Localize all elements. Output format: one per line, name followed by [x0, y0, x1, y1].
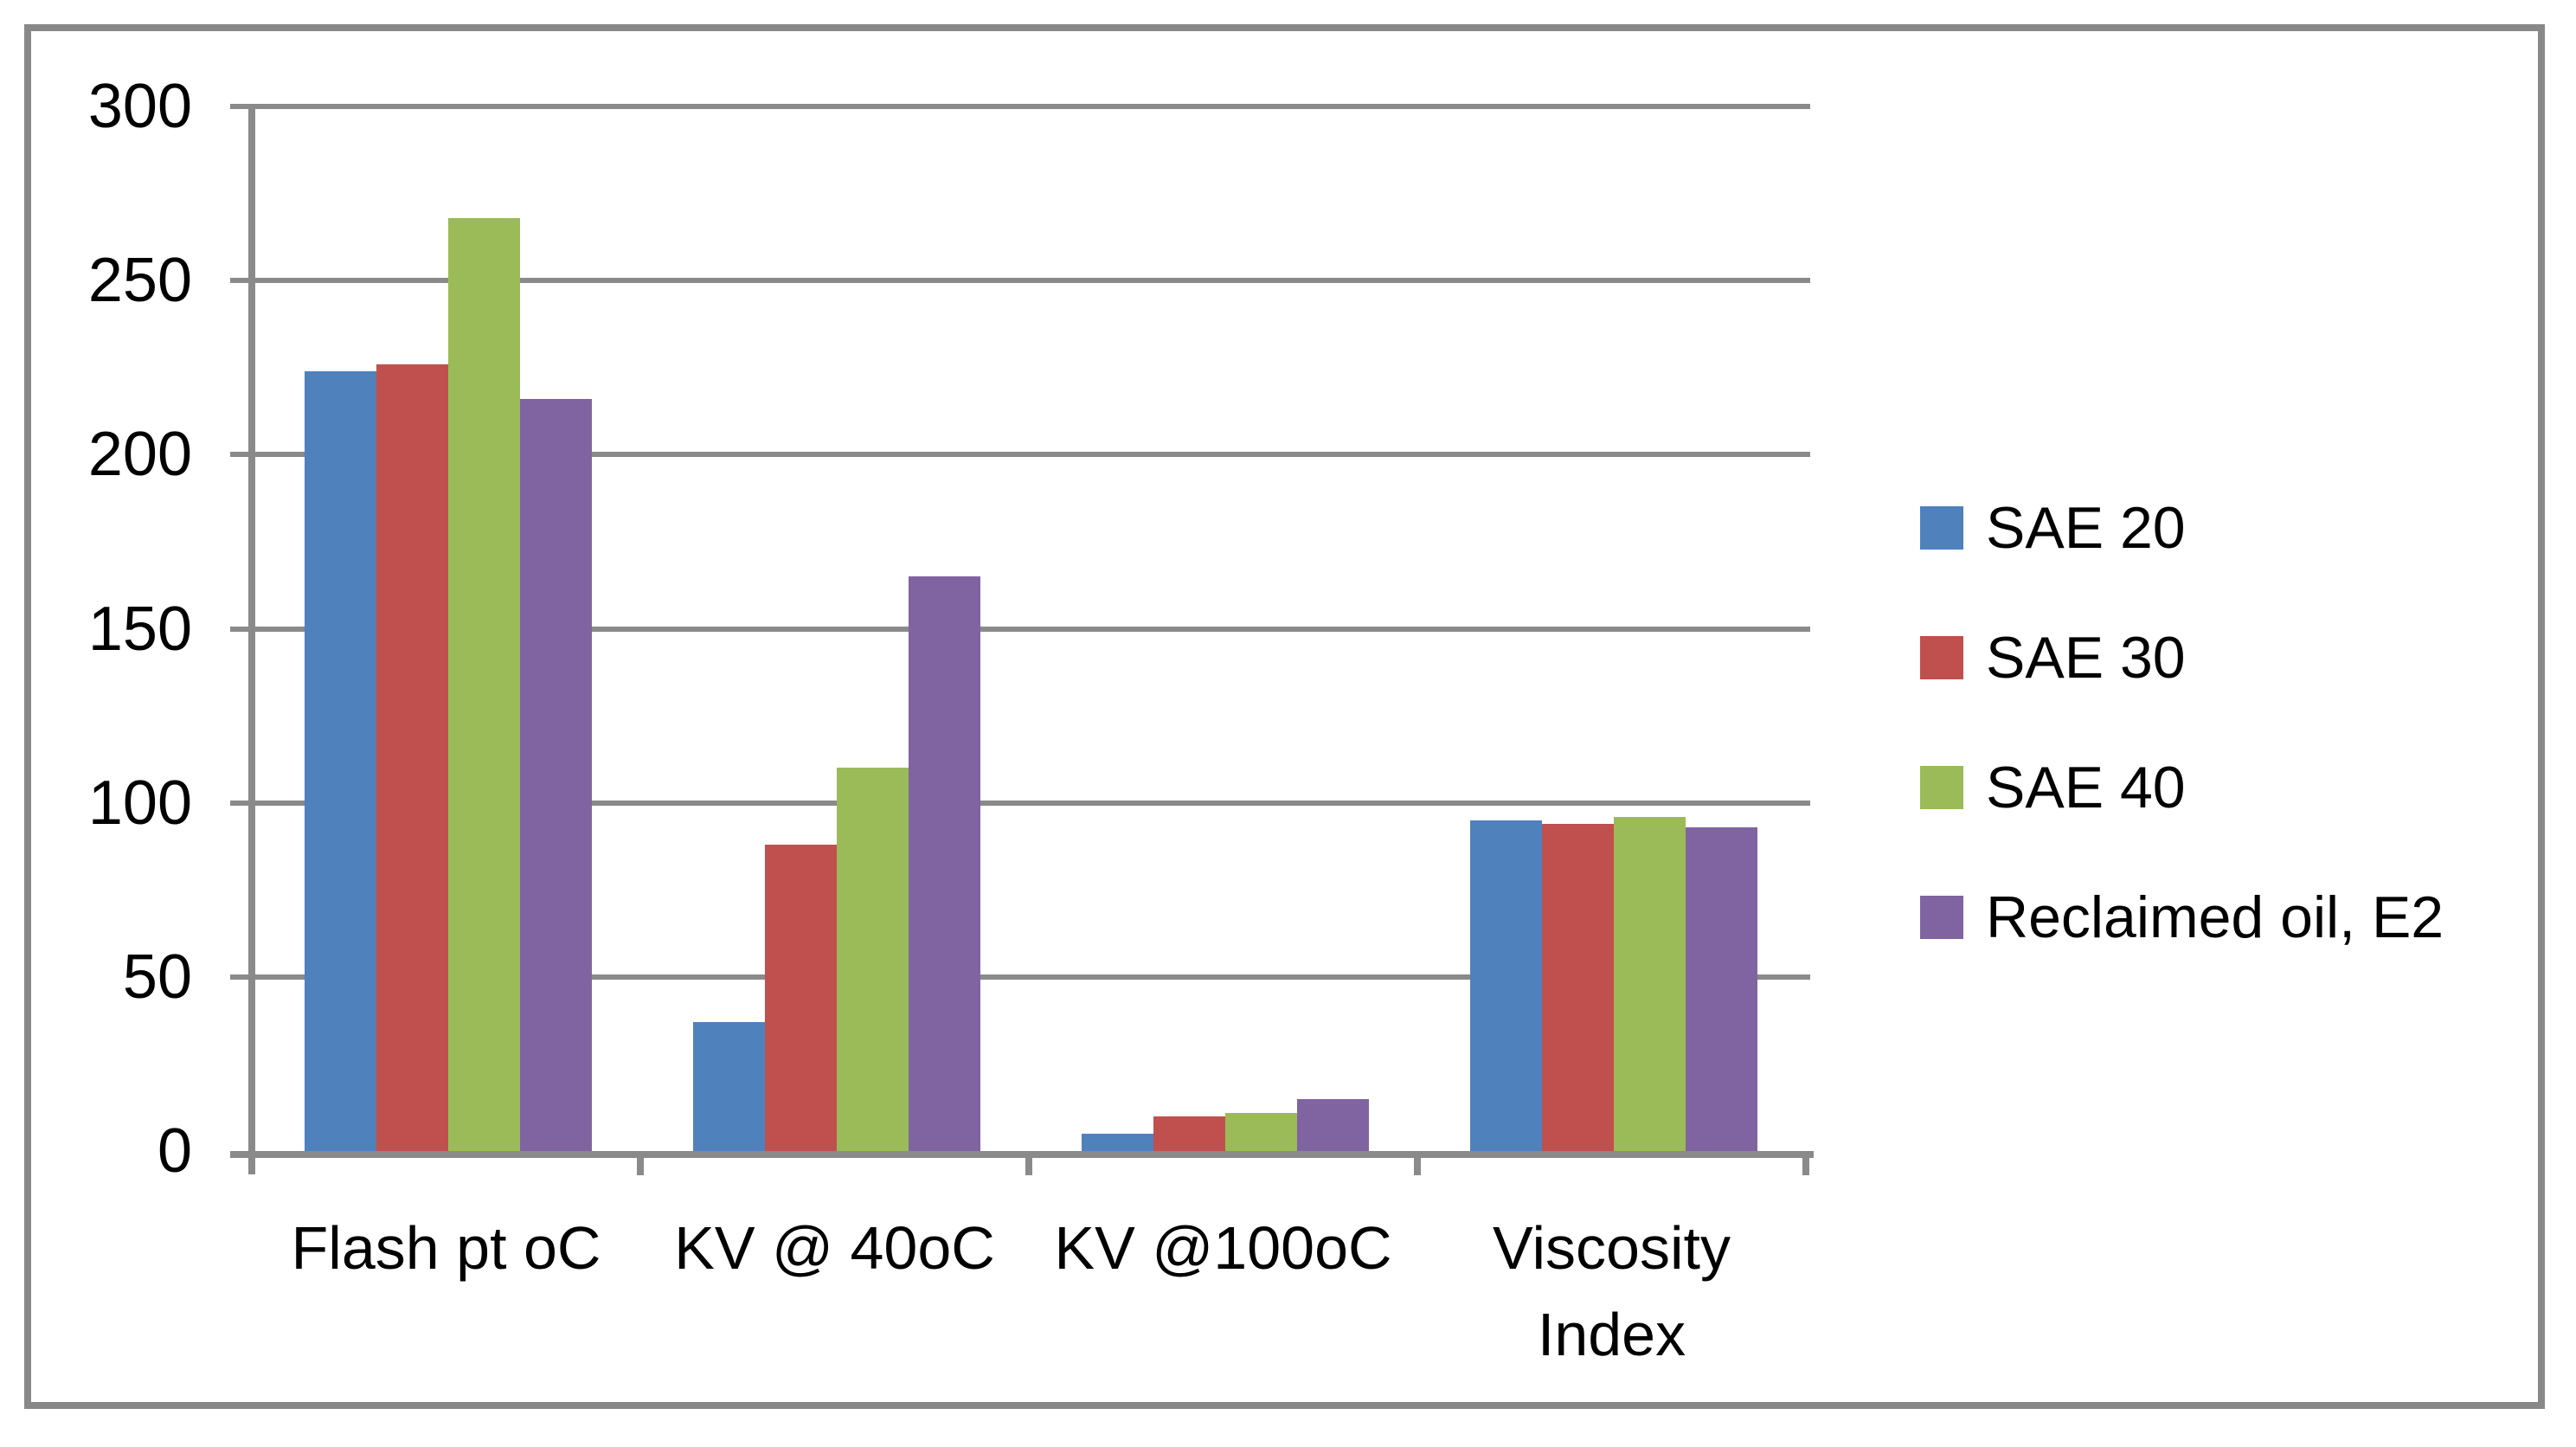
x-axis-tick: [1025, 1151, 1032, 1175]
bar-sae-20-cat4: [1470, 820, 1542, 1151]
gridline: [230, 278, 1810, 284]
bar-sae-40-cat1: [448, 218, 520, 1151]
gridline: [230, 800, 1810, 806]
bar-reclaimed-oil-e2-cat3: [1297, 1099, 1369, 1151]
x-category-label: Viscosity Index: [1493, 1214, 1731, 1368]
chart-frame: 0 50 100 150 200 250 300 Flash pt oC KV @ 40oC KV…: [24, 24, 2545, 1409]
bar-sae-40-cat3: [1225, 1113, 1297, 1151]
legend-label: SAE 40: [1986, 755, 2186, 820]
y-tick-label: 0: [157, 1116, 192, 1186]
x-axis-tick: [1414, 1151, 1421, 1175]
bar-sae-20-cat1: [305, 371, 376, 1151]
y-tick-label: 100: [87, 768, 192, 838]
bar-sae-40-cat4: [1614, 817, 1686, 1151]
x-axis-tick: [637, 1151, 644, 1175]
bar-reclaimed-oil-e2-cat1: [520, 399, 592, 1151]
gridline: [230, 452, 1810, 458]
x-axis-line: [230, 1151, 1814, 1158]
legend-label: SAE 20: [1986, 495, 2186, 561]
legend-label: Reclaimed oil, E2: [1986, 884, 2444, 950]
y-tick-label: 300: [87, 72, 192, 141]
gridline: [230, 104, 1810, 109]
legend-label: SAE 30: [1986, 625, 2186, 691]
y-tick-label: 50: [122, 942, 192, 1012]
bar-chart-plot-area: 0 50 100 150 200 250 300 Flash pt oC KV @ 40oC KV…: [87, 72, 2444, 1368]
y-tick-label: 150: [87, 594, 192, 664]
bar-reclaimed-oil-e2-cat2: [909, 576, 980, 1151]
bar-sae-30-cat3: [1153, 1116, 1225, 1151]
bar-reclaimed-oil-e2-cat4: [1686, 827, 1757, 1151]
y-tick-label: 250: [87, 246, 192, 316]
x-category-label: KV @100oC: [1054, 1214, 1392, 1282]
x-category-label: KV @ 40oC: [674, 1214, 995, 1282]
y-tick-label: 200: [87, 420, 192, 490]
bar-sae-30-cat1: [376, 364, 448, 1151]
x-category-label: Flash pt oC: [291, 1214, 601, 1282]
bar-sae-30-cat4: [1542, 824, 1614, 1151]
legend-swatch-sae-30: [1920, 636, 1963, 679]
legend-swatch-sae-20: [1920, 506, 1963, 550]
y-axis-line: [248, 104, 255, 1174]
gridline: [230, 974, 1810, 980]
legend-swatch-reclaimed-oil-e2: [1920, 896, 1963, 939]
bar-sae-20-cat2: [693, 1022, 765, 1151]
x-axis-tick: [1802, 1151, 1809, 1175]
bar-sae-40-cat2: [837, 768, 909, 1151]
gridline: [230, 626, 1810, 632]
legend-swatch-sae-40: [1920, 766, 1963, 809]
bar-sae-20-cat3: [1082, 1134, 1153, 1151]
bar-sae-30-cat2: [765, 845, 837, 1151]
